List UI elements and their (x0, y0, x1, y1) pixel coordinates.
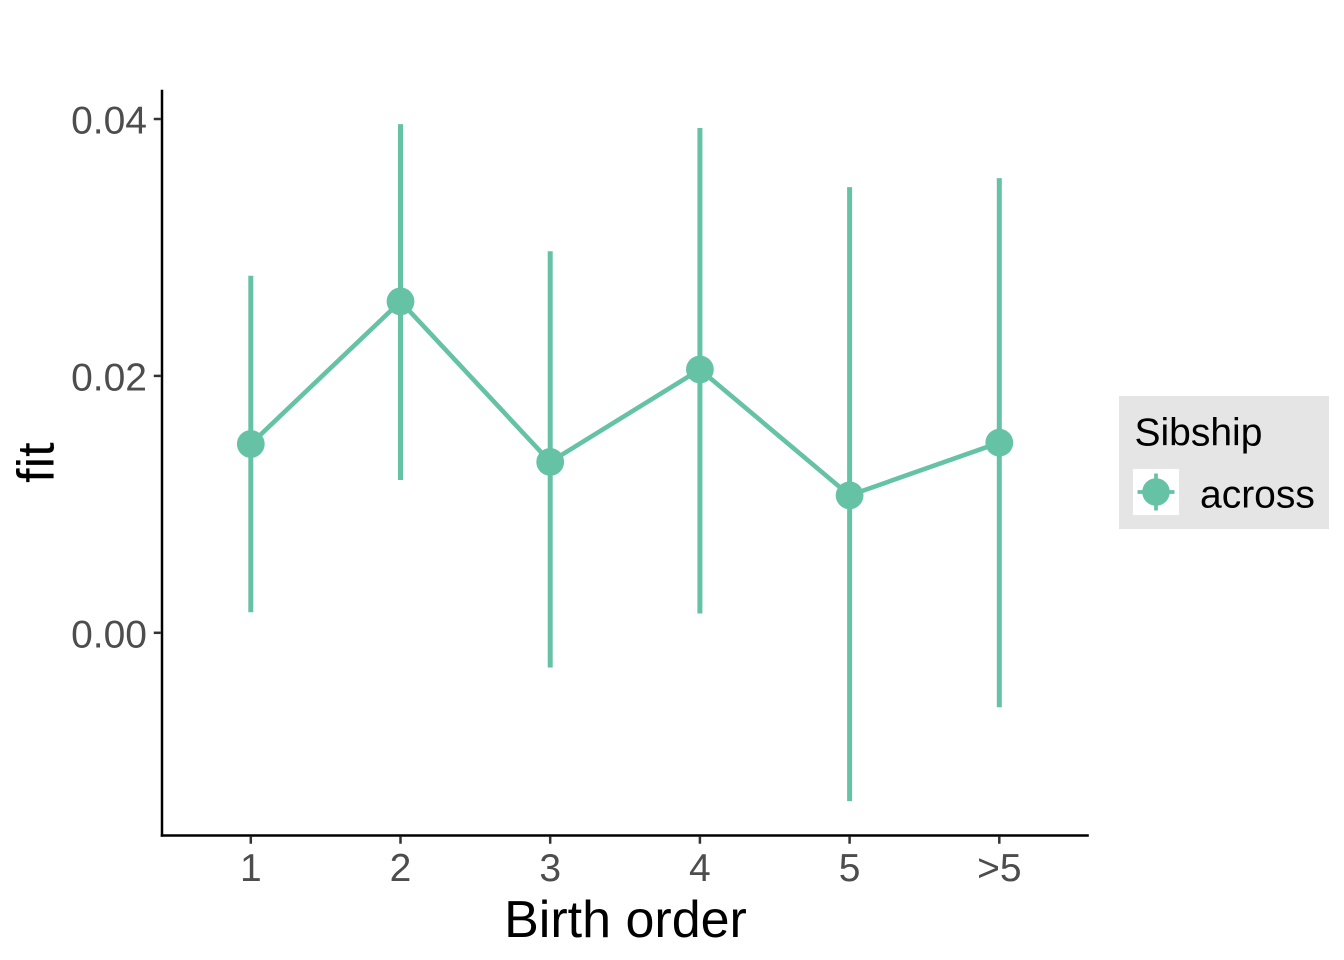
x-tick-label: >5 (977, 847, 1021, 890)
legend: Sibship across (1119, 396, 1329, 529)
data-point (835, 481, 864, 510)
y-tick-label: 0.00 (71, 613, 147, 656)
series-line (249, 299, 1001, 498)
y-axis-ticks: 0.00 0.02 0.04 (71, 100, 161, 656)
x-axis-title: Birth order (504, 891, 747, 949)
x-tick-label: 3 (539, 847, 561, 890)
legend-entry-label: across (1200, 473, 1315, 516)
x-tick-label: 4 (689, 847, 711, 890)
data-point (236, 430, 265, 458)
data-point (985, 428, 1014, 457)
x-tick-label: 5 (839, 847, 861, 890)
series-points (236, 287, 1014, 510)
data-point (386, 287, 415, 316)
legend-key-point-icon (1142, 478, 1170, 506)
series-polyline (249, 299, 1001, 498)
error-bars (248, 124, 1002, 802)
x-axis-ticks: 1 2 3 4 5 >5 (240, 836, 1022, 890)
data-point (686, 355, 714, 384)
y-tick-label: 0.02 (71, 357, 147, 400)
x-tick-label: 1 (240, 847, 262, 890)
legend-title: Sibship (1135, 412, 1263, 455)
y-tick-label: 0.04 (71, 100, 147, 143)
data-point (536, 448, 565, 476)
y-axis-title: fit (8, 442, 66, 483)
legend-entry: across (1133, 469, 1315, 516)
x-tick-label: 2 (390, 847, 412, 890)
